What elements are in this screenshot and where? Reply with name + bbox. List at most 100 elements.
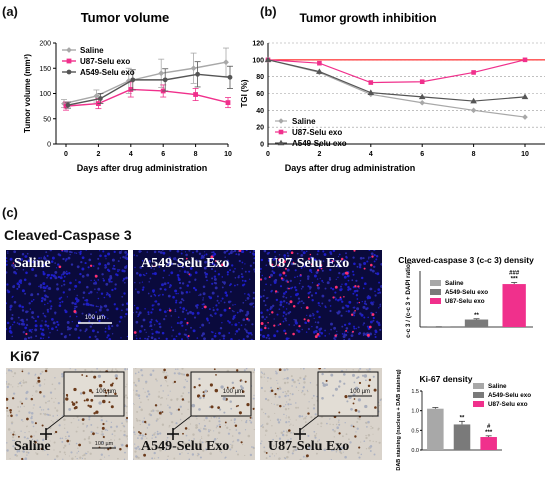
tissue-dot — [18, 449, 20, 452]
inset-cell-dot — [202, 394, 205, 398]
nucleus-dot — [157, 250, 161, 253]
tissue-dot — [267, 376, 269, 379]
nucleus-dot — [139, 282, 141, 284]
tissue-dot — [307, 390, 309, 393]
tissue-dot — [67, 435, 71, 438]
tissue-dot — [369, 439, 371, 442]
nucleus-dot — [261, 274, 264, 277]
y-axis-label: DAB staining (nucleus + DAB staining) — [396, 369, 402, 470]
ki67-positive-dot — [12, 433, 15, 436]
nucleus-dot — [294, 269, 297, 272]
tissue-dot — [316, 395, 318, 398]
nucleus-dot — [48, 287, 52, 290]
nucleus-dot — [244, 279, 247, 283]
tissue-dot — [271, 403, 273, 405]
nucleus-dot — [116, 274, 119, 277]
ki67-positive-dot — [34, 422, 37, 425]
tissue-dot — [308, 401, 310, 403]
nucleus-dot — [179, 321, 183, 325]
nucleus-dot — [50, 305, 53, 308]
nucleus-dot — [145, 331, 147, 333]
inset-cell-dot — [88, 389, 93, 393]
nucleus-dot — [333, 326, 337, 330]
nucleus-dot — [228, 321, 231, 324]
tissue-dot — [274, 432, 277, 434]
caspase-signal-dot — [354, 285, 357, 288]
tissue-dot — [6, 385, 10, 389]
tissue-dot — [36, 452, 39, 456]
nucleus-dot — [121, 250, 123, 252]
nucleus-dot — [133, 254, 136, 256]
nucleus-dot — [306, 275, 310, 278]
nucleus-dot — [88, 320, 91, 323]
tissue-dot — [373, 453, 376, 456]
tissue-dot — [125, 420, 128, 423]
ki67-positive-dot — [21, 457, 24, 460]
tissue-dot — [275, 453, 277, 455]
series-2 — [65, 61, 233, 109]
nucleus-dot — [309, 291, 312, 294]
nucleus-dot — [169, 284, 172, 287]
nucleus-dot — [355, 279, 358, 282]
tissue-dot — [252, 371, 255, 374]
nucleus-dot — [343, 338, 346, 340]
nucleus-dot — [205, 275, 208, 279]
nucleus-dot — [307, 327, 310, 331]
tissue-dot — [275, 443, 277, 446]
tissue-dot — [289, 392, 292, 395]
nucleus-dot — [25, 271, 28, 275]
tissue-dot — [12, 375, 14, 378]
data-point — [265, 57, 271, 63]
nucleus-dot — [162, 276, 165, 279]
data-point — [160, 88, 166, 94]
nucleus-dot — [309, 256, 312, 259]
tissue-dot — [75, 442, 78, 445]
nucleus-dot — [322, 260, 325, 262]
tissue-dot — [281, 433, 285, 437]
tissue-dot — [17, 406, 19, 408]
nucleus-dot — [39, 286, 42, 288]
nucleus-dot — [32, 298, 35, 301]
tissue-dot — [57, 401, 60, 405]
nucleus-dot — [177, 276, 180, 279]
tissue-dot — [103, 448, 105, 451]
tissue-dot — [286, 401, 288, 403]
nucleus-dot — [379, 328, 382, 331]
nucleus-dot — [377, 292, 380, 295]
nucleus-dot — [343, 323, 347, 327]
nucleus-dot — [264, 324, 267, 327]
nucleus-dot — [246, 335, 249, 338]
nucleus-dot — [225, 264, 229, 267]
nucleus-dot — [221, 276, 224, 278]
data-point — [66, 69, 72, 75]
caspase-signal-dot — [334, 285, 338, 289]
caspase-image-a549: A549-Selu Exo — [133, 250, 255, 340]
inset-cell-dot — [244, 380, 247, 383]
tissue-dot — [284, 377, 286, 380]
tissue-dot — [288, 398, 291, 401]
data-point — [65, 102, 71, 108]
tissue-dot — [41, 409, 43, 411]
tissue-dot — [134, 384, 137, 386]
x-tick-label: 0 — [64, 151, 68, 158]
tissue-dot — [338, 423, 341, 426]
tissue-dot — [297, 406, 300, 409]
nucleus-dot — [363, 302, 366, 305]
nucleus-dot — [260, 333, 262, 336]
tissue-dot — [167, 455, 169, 458]
legend-swatch — [430, 289, 441, 295]
nucleus-dot — [202, 285, 206, 288]
nucleus-dot — [111, 258, 115, 262]
tissue-dot — [183, 442, 187, 446]
nucleus-dot — [183, 270, 187, 273]
nucleus-dot — [123, 281, 126, 284]
nucleus-dot — [165, 315, 167, 317]
tissue-dot — [244, 429, 247, 431]
caspase-signal-dot — [260, 278, 263, 281]
inset-cell-dot — [105, 391, 108, 394]
tissue-dot — [137, 377, 140, 381]
inset-cell-dot — [374, 406, 377, 409]
tissue-dot — [187, 400, 190, 403]
nucleus-dot — [344, 282, 348, 286]
tissue-dot — [312, 394, 315, 397]
